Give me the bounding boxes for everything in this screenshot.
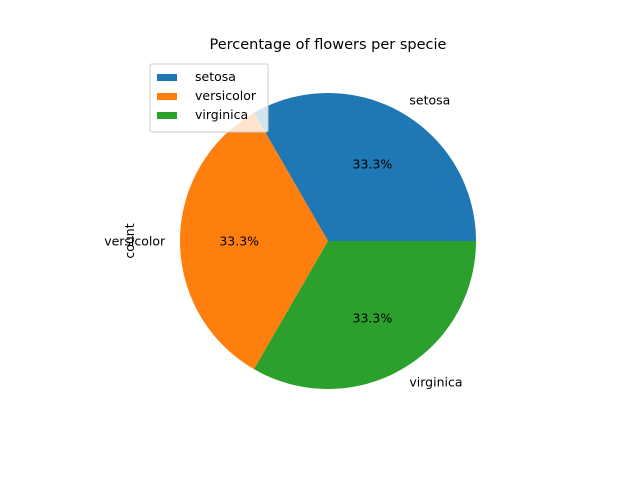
percent-label-virginica: 33.3% — [353, 310, 393, 325]
percent-label-setosa: 33.3% — [353, 157, 393, 172]
percent-labels: 33.3% 33.3% 33.3% — [219, 157, 392, 326]
legend-box — [149, 63, 269, 133]
legend-swatch-versicolor — [157, 93, 177, 100]
legend-swatch-setosa — [157, 74, 177, 81]
legend: setosa versicolor virginica — [149, 63, 269, 133]
percent-label-versicolor: 33.3% — [219, 234, 259, 249]
chart-title: Percentage of flowers per specie — [210, 37, 447, 53]
category-label-virginica: virginica — [409, 374, 462, 389]
pie-slice-setosa — [254, 93, 476, 242]
pie-slice-virginica — [254, 241, 476, 389]
legend-label-versicolor: versicolor — [195, 88, 257, 103]
y-axis-label: count — [122, 223, 137, 258]
category-labels: setosa versicolor virginica — [104, 93, 462, 390]
legend-label-virginica: virginica — [195, 107, 248, 122]
legend-label-setosa: setosa — [195, 69, 236, 84]
pie-slices — [179, 93, 476, 389]
category-label-versicolor: versicolor — [104, 234, 166, 249]
legend-swatch-virginica — [157, 112, 177, 119]
category-label-setosa: setosa — [409, 93, 450, 108]
